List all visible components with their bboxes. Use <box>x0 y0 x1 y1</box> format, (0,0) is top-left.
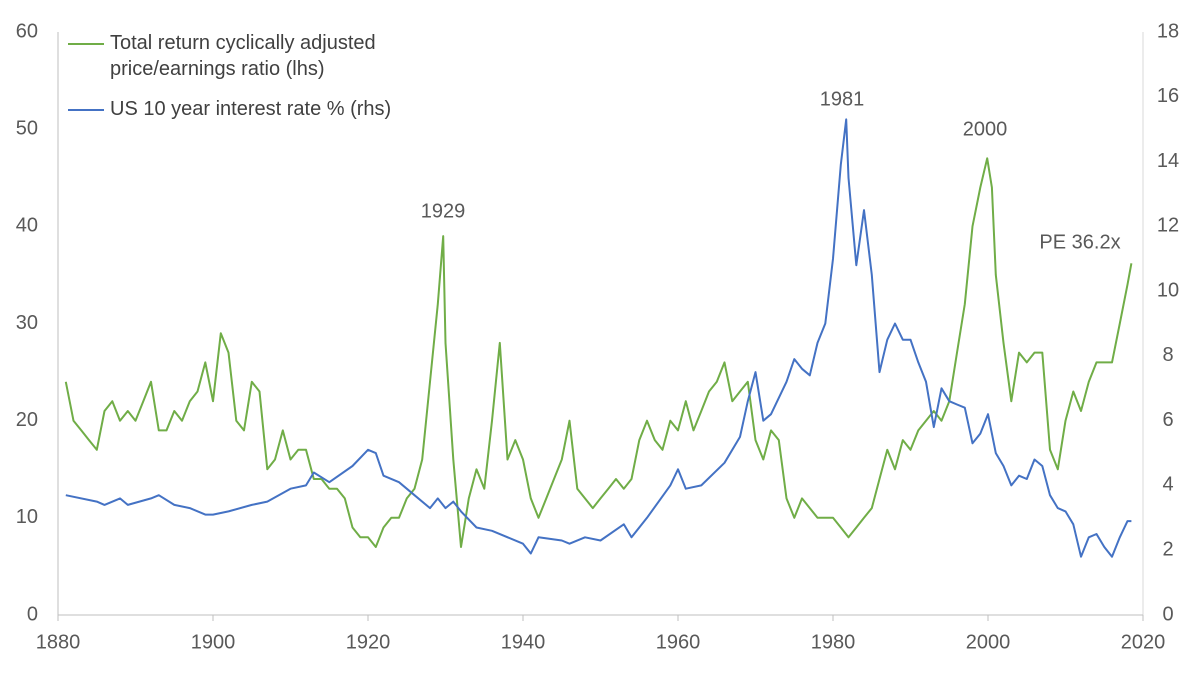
y2-tick-label: 6 <box>1162 409 1173 431</box>
series-line <box>64 157 1133 548</box>
y2-tick-label: 2 <box>1162 539 1173 561</box>
x-tick-label: 1960 <box>656 631 701 653</box>
legend-label: Total return cyclically adjusted price/e… <box>110 32 376 80</box>
x-tick-label: 1920 <box>346 631 391 653</box>
legend: Total return cyclically adjusted price/e… <box>68 30 440 136</box>
y2-tick-label: 8 <box>1162 344 1173 366</box>
legend-swatch <box>68 43 104 45</box>
annotation: 1981 <box>820 88 865 110</box>
y2-tick-label: 14 <box>1157 150 1179 172</box>
x-tick-label: 1900 <box>191 631 236 653</box>
y2-tick-label: 10 <box>1157 279 1179 301</box>
y2-tick-label: 16 <box>1157 85 1179 107</box>
annotation: 1929 <box>421 200 466 222</box>
series-line <box>65 118 1132 558</box>
y2-tick-label: 0 <box>1162 603 1173 625</box>
legend-swatch <box>68 109 104 111</box>
y-tick-label: 30 <box>16 312 38 334</box>
y-tick-label: 60 <box>16 20 38 42</box>
x-tick-label: 2020 <box>1121 631 1166 653</box>
y2-tick-label: 18 <box>1157 20 1179 42</box>
legend-item: US 10 year interest rate % (rhs) <box>68 96 440 122</box>
y-tick-label: 10 <box>16 506 38 528</box>
annotation: PE 36.2x <box>1039 231 1120 253</box>
y-tick-label: 0 <box>27 603 38 625</box>
x-tick-label: 1980 <box>811 631 856 653</box>
x-tick-label: 1940 <box>501 631 546 653</box>
x-tick-label: 2000 <box>966 631 1011 653</box>
y-tick-label: 40 <box>16 215 38 237</box>
y-tick-label: 20 <box>16 409 38 431</box>
y-tick-label: 50 <box>16 117 38 139</box>
legend-item: Total return cyclically adjusted price/e… <box>68 30 440 82</box>
legend-label: US 10 year interest rate % (rhs) <box>110 98 392 120</box>
y2-tick-label: 4 <box>1162 474 1173 496</box>
x-tick-label: 1880 <box>36 631 81 653</box>
annotation: 2000 <box>963 118 1008 140</box>
y2-tick-label: 12 <box>1157 215 1179 237</box>
